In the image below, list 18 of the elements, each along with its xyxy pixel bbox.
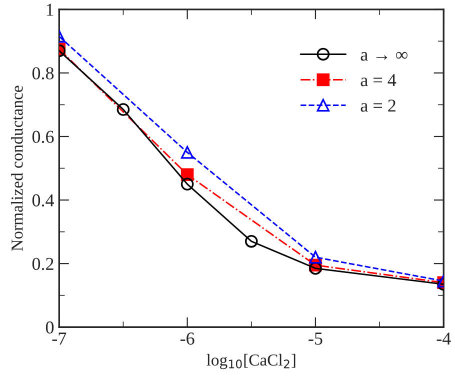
y-axis-title: Normalized conductance: [11, 86, 23, 251]
point: [180, 178, 194, 191]
point: [244, 234, 258, 248]
y-tick-label: 0.8: [32, 67, 54, 80]
point: [309, 262, 322, 275]
x-tick-label: -5: [308, 332, 322, 345]
y-tick-label: 0: [46, 321, 54, 334]
y-tick-label: 1: [46, 4, 54, 16]
legend-label: a = 4: [360, 74, 396, 86]
y-tick-label: 0.6: [32, 130, 54, 144]
legend-label: a → ∞: [360, 52, 408, 61]
legend-label: a = 2: [360, 100, 396, 112]
x-axis-title: log$_{10}$[CaCl$_{2}$]: [206, 354, 296, 370]
x-tick-label: -7: [52, 332, 66, 345]
x-tick-label: -6: [180, 332, 194, 345]
y-tick-label: 0.2: [32, 258, 54, 270]
x-tick-label: -4: [436, 332, 451, 345]
y-tick-label: 0.4: [32, 194, 54, 207]
